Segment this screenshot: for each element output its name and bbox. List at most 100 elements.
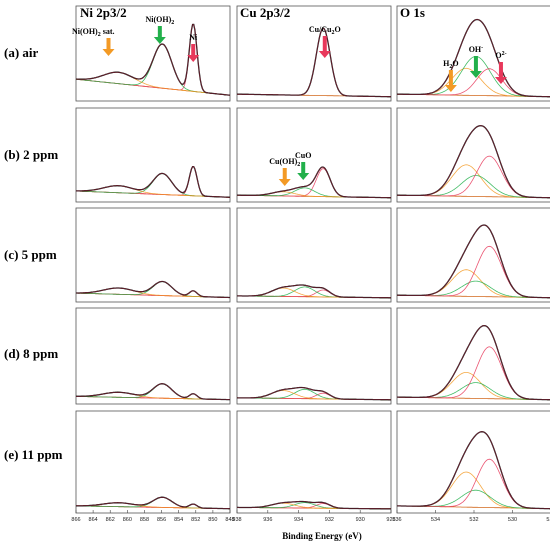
cu-panel-row-1	[236, 107, 392, 203]
cu-panel-frame	[236, 410, 392, 514]
component-o2--line	[397, 155, 550, 199]
cu-panel-frame	[236, 107, 392, 203]
annotation-arrow-icon	[187, 44, 200, 62]
ni-panel-title: Ni 2p3/2	[80, 5, 127, 20]
measured-spectrum-line	[76, 383, 230, 400]
peak-annotation-label: O2-	[495, 51, 506, 60]
ni-panel-frame	[75, 307, 231, 405]
component-h2o-line	[397, 372, 550, 401]
cu-panel-frame	[236, 5, 392, 102]
panels: 866 864 862 860 858 856 854 852 850 848 Ni(OH)2 sa…	[71, 5, 550, 523]
ni-panel-row-4	[75, 410, 231, 514]
row-label-2ppm: (b) 2 ppm	[4, 147, 58, 162]
measured-spectrum-line	[397, 125, 550, 198]
component-cu-cu2o-line	[237, 168, 391, 199]
fitted-envelope-line	[237, 27, 391, 98]
x-tick-label: 848	[225, 517, 234, 523]
peak-annotation-label: Ni	[189, 33, 198, 42]
ni-panel-row-0	[75, 5, 231, 102]
x-tick-label: 930	[356, 517, 365, 523]
x-tick-label: 854	[174, 517, 183, 523]
o-panel-row-4	[396, 410, 550, 514]
row-label-5ppm: (c) 5 ppm	[4, 247, 57, 262]
component-oh--line	[397, 55, 550, 98]
row-labels: (a) air (b) 2 ppm (c) 5 ppm (d) 8 ppm (e…	[4, 45, 63, 462]
o-panel-frame	[396, 5, 550, 102]
peak-annotation-label: H2O	[443, 59, 458, 70]
x-tick-label: 860	[123, 517, 132, 523]
row-label-air: (a) air	[4, 45, 39, 60]
row-label-8ppm: (d) 8 ppm	[4, 346, 58, 361]
fitted-envelope-line	[397, 224, 550, 299]
o-panel-frame	[396, 307, 550, 405]
x-tick-label: 536	[392, 517, 401, 523]
component-cuo-line	[237, 286, 391, 299]
measured-spectrum-line	[397, 224, 550, 298]
x-tick-label: 852	[191, 517, 200, 523]
component-o2--line	[397, 245, 550, 299]
measured-spectrum-line	[237, 166, 391, 198]
fitted-envelope-line	[397, 431, 550, 510]
measured-spectrum-line	[397, 19, 550, 97]
peak-annotation-label: Ni(OH)2	[145, 15, 174, 26]
x-axis-label: Binding Energy (eV)	[282, 531, 362, 541]
annotation-arrow-icon	[278, 168, 291, 186]
o-panel-row-3	[396, 307, 550, 405]
x-tick-label: 866	[71, 517, 80, 523]
column-titles: Ni 2p3/2 Cu 2p3/2 O 1s	[80, 5, 425, 20]
component-ni-oh-2-sat--line	[75, 71, 231, 96]
x-tick-label: 934	[294, 517, 303, 523]
ni-panel-frame	[75, 207, 231, 303]
ni-panel-row-1	[75, 107, 231, 203]
o-panel-frame	[396, 410, 550, 514]
peak-annotation-label: CuO	[295, 151, 311, 160]
annotation-arrow-icon	[469, 56, 482, 78]
x-tick-label: 928	[386, 517, 395, 523]
ni-panel-frame	[75, 107, 231, 203]
x-tick-label: 858	[140, 517, 149, 523]
x-tick-label: 864	[89, 517, 98, 523]
x-tick-label: 938	[232, 517, 241, 523]
cu-panel-row-2	[236, 207, 392, 303]
measured-spectrum-line	[237, 501, 391, 510]
annotation-arrow-icon	[102, 38, 115, 56]
measured-spectrum-line	[237, 284, 391, 299]
ni-panel-row-2	[75, 207, 231, 303]
o-panel-frame	[396, 207, 550, 303]
measured-spectrum-line	[397, 431, 550, 509]
component-h2o-line	[397, 164, 550, 199]
component-cu-cu2o-line	[237, 27, 391, 98]
annotation-arrow-icon	[494, 62, 507, 84]
fitted-envelope-line	[397, 18, 550, 98]
x-tick-label: 534	[431, 517, 440, 523]
o-panel-row-1	[396, 107, 550, 203]
measured-spectrum-line	[76, 166, 230, 198]
component-o2--line	[397, 346, 550, 401]
annotation-arrow-icon	[297, 162, 310, 180]
o-panel-row-2	[396, 207, 550, 303]
x-tick-label: 528	[546, 517, 550, 523]
ni-panel-frame	[75, 410, 231, 514]
cu-panel-title: Cu 2p3/2	[240, 5, 290, 20]
measured-spectrum-line	[397, 325, 550, 400]
measured-spectrum-line	[76, 496, 230, 509]
x-tick-label: 532	[469, 517, 478, 523]
measured-spectrum-line	[237, 27, 391, 97]
measured-spectrum-line	[75, 24, 231, 96]
cu-panel-frame	[236, 307, 392, 405]
annotation-arrow-icon	[318, 36, 331, 58]
fitted-envelope-line	[397, 124, 550, 199]
annotation-arrow-icon	[153, 26, 166, 44]
x-tick-label: 932	[325, 517, 334, 523]
measured-spectrum-line	[76, 281, 230, 298]
peak-annotation-label: Cu/Cu2O	[309, 25, 341, 36]
o-panel-frame	[396, 107, 550, 203]
peak-annotation-label: Ni(OH)2 sat.	[72, 27, 115, 38]
fitted-envelope-line	[237, 166, 391, 199]
cu-panel-row-0	[236, 5, 392, 102]
ni-panel-frame	[75, 5, 231, 102]
component-o2--line	[397, 458, 550, 510]
ni-panel-row-3	[75, 307, 231, 405]
component-ni-oh-2-sat--line	[76, 287, 230, 298]
